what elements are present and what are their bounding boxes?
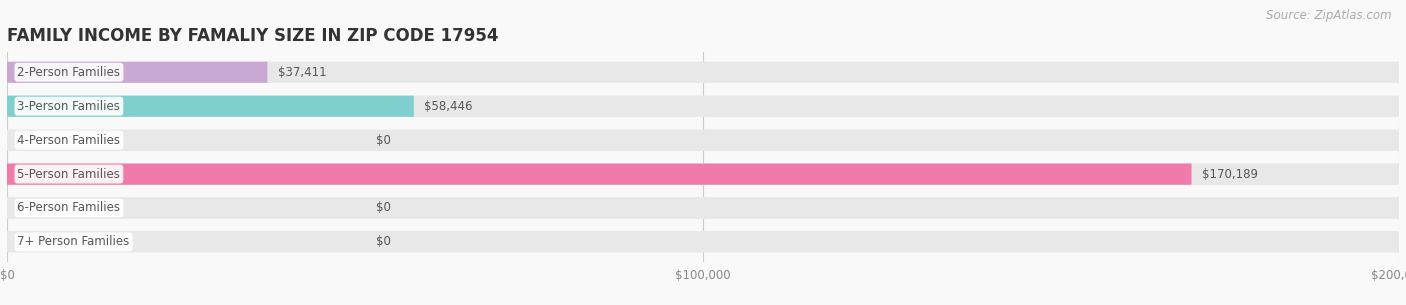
Bar (7, 163, 1399, 185)
Text: $58,446: $58,446 (425, 100, 472, 113)
FancyBboxPatch shape (7, 130, 1399, 151)
Text: 6-Person Families: 6-Person Families (17, 202, 121, 214)
Text: 3-Person Families: 3-Person Families (17, 100, 121, 113)
Text: $0: $0 (375, 235, 391, 249)
Text: Source: ZipAtlas.com: Source: ZipAtlas.com (1267, 9, 1392, 22)
Bar (7, 96, 413, 117)
FancyBboxPatch shape (7, 163, 1191, 185)
FancyBboxPatch shape (7, 62, 267, 83)
Text: 5-Person Families: 5-Person Families (17, 167, 121, 181)
Text: 4-Person Families: 4-Person Families (17, 134, 121, 147)
FancyBboxPatch shape (7, 96, 413, 117)
Text: $170,189: $170,189 (1202, 167, 1258, 181)
Bar (7, 197, 1399, 218)
FancyBboxPatch shape (7, 197, 1399, 218)
FancyBboxPatch shape (7, 62, 1399, 83)
FancyBboxPatch shape (7, 96, 1399, 117)
Bar (7, 62, 1399, 83)
Bar (7, 96, 1399, 117)
Text: $37,411: $37,411 (278, 66, 326, 79)
Text: FAMILY INCOME BY FAMALIY SIZE IN ZIP CODE 17954: FAMILY INCOME BY FAMALIY SIZE IN ZIP COD… (7, 27, 499, 45)
Text: $0: $0 (375, 134, 391, 147)
Bar (7, 231, 1399, 253)
Bar (7, 62, 267, 83)
Bar (7, 163, 1191, 185)
Text: 7+ Person Families: 7+ Person Families (17, 235, 129, 249)
FancyBboxPatch shape (7, 163, 1399, 185)
Text: $0: $0 (375, 202, 391, 214)
Text: 2-Person Families: 2-Person Families (17, 66, 121, 79)
FancyBboxPatch shape (7, 231, 1399, 253)
Bar (7, 130, 1399, 151)
